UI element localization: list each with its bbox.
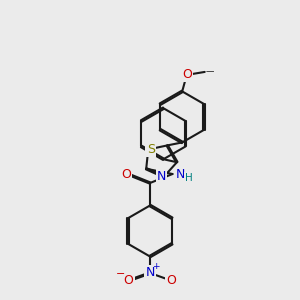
Text: —: — bbox=[206, 68, 214, 76]
Text: N: N bbox=[157, 170, 166, 183]
Text: O: O bbox=[121, 167, 131, 181]
Text: −: − bbox=[116, 269, 125, 279]
Text: O: O bbox=[182, 68, 192, 81]
Text: +: + bbox=[152, 262, 159, 271]
Text: S: S bbox=[147, 143, 154, 156]
Text: N: N bbox=[145, 266, 155, 280]
Text: N: N bbox=[176, 167, 185, 181]
Text: O: O bbox=[167, 274, 176, 287]
Text: O: O bbox=[124, 274, 133, 287]
Text: H: H bbox=[185, 172, 193, 183]
